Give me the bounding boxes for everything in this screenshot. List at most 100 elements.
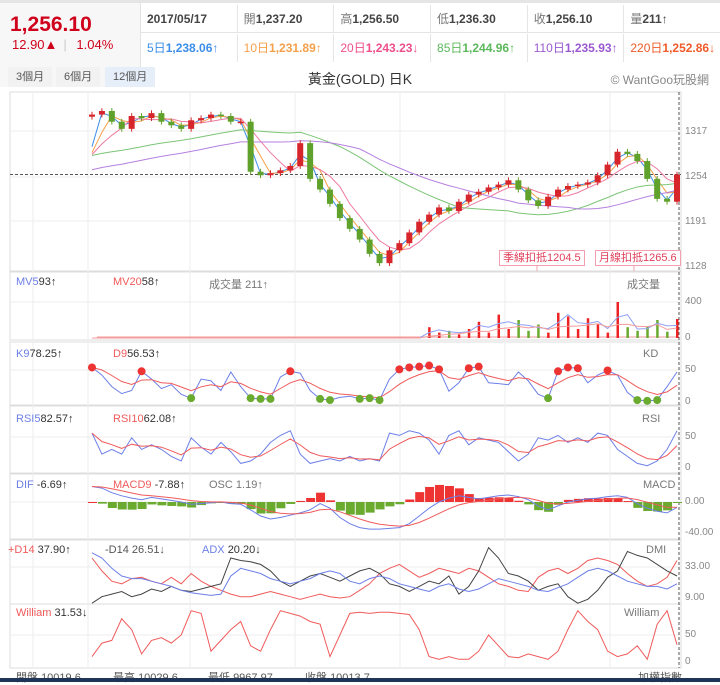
candle-body — [237, 121, 244, 124]
info-value: 1,256.10 — [545, 12, 593, 26]
info-value: 211↑ — [642, 12, 668, 26]
change-percent: 1.04% — [76, 37, 114, 52]
price-axis-label: 1191 — [685, 216, 707, 227]
candle-body — [168, 121, 175, 126]
chart-toolbar: 3個月 6個月 12個月 黃金(GOLD) 日K © WantGoo玩股網 — [5, 64, 715, 90]
volume-bar — [576, 329, 580, 338]
candle-body — [317, 178, 324, 190]
osc-bar — [306, 497, 316, 502]
candle-body — [564, 186, 571, 190]
candle-body — [307, 143, 314, 179]
candle-body — [247, 121, 254, 172]
dif-value: -6.69↑ — [36, 479, 68, 491]
oversold-dot — [256, 394, 265, 403]
ma-value: 1,238.06↑ — [165, 41, 219, 55]
volume-mv20-line — [92, 323, 678, 339]
osc-bar — [117, 502, 127, 510]
volume-bar — [636, 330, 639, 338]
candle-body — [505, 180, 512, 185]
osc-bar — [335, 502, 345, 511]
candle-body — [356, 228, 363, 240]
william-axis-label: 0 — [685, 656, 691, 667]
k-line — [91, 364, 678, 402]
macd-panel-name: MACD — [643, 479, 676, 491]
overbought-dot — [88, 363, 96, 372]
william-label: William — [16, 607, 52, 619]
mv5-value: 93↑ — [38, 276, 57, 288]
osc-bar — [494, 497, 504, 502]
ma-cell: 220日1,252.86↓ — [623, 34, 720, 62]
osc-bar — [355, 502, 365, 515]
candle-body — [287, 166, 294, 171]
mv20-legend: MV2058↑ — [113, 276, 160, 288]
candle-body — [207, 114, 214, 119]
ma-label: 20日 — [340, 41, 366, 55]
overbought-dot — [554, 367, 563, 376]
volume-bar — [586, 318, 590, 338]
macd9-label: MACD9 — [113, 479, 152, 491]
candle-body — [386, 250, 393, 264]
adx-label: ADX — [202, 544, 225, 556]
osc-label: OSC — [209, 479, 233, 491]
volume-bar — [517, 320, 520, 338]
tab-12-months[interactable]: 12個月 — [105, 67, 156, 87]
candle-body — [634, 153, 641, 161]
ma-label: 110日 — [533, 41, 565, 55]
price-axis-label: 1254 — [685, 171, 708, 182]
osc-bar — [137, 502, 147, 509]
chart-title: 黃金(GOLD) 日K — [307, 71, 413, 87]
k-label: K9 — [16, 348, 30, 360]
volume-value-legend: 成交量 211↑ — [209, 276, 268, 292]
index-name: 加權指數 — [638, 669, 682, 685]
osc-bar — [345, 502, 355, 515]
low-summary: 最低 9967.97 — [208, 669, 273, 685]
rsi-panel-name: RSI — [642, 413, 661, 425]
osc-bar — [554, 502, 564, 505]
mv20-value: 58↑ — [141, 276, 160, 288]
candle-body — [396, 243, 403, 251]
info-label: 收 — [533, 12, 546, 26]
candle-body — [465, 194, 472, 202]
osc-bar — [276, 502, 286, 509]
oversold-dot — [365, 394, 374, 403]
candle-body — [346, 218, 353, 229]
candle-body — [376, 253, 383, 264]
info-value: 1,236.30 — [449, 12, 496, 26]
candle-body — [555, 189, 562, 197]
tab-6-months[interactable]: 6個月 — [56, 67, 101, 87]
dif-legend: DIF -6.69↑ — [16, 479, 67, 491]
candle-body — [406, 232, 413, 244]
osc-bar — [177, 502, 187, 507]
candle-body — [654, 178, 661, 199]
osc-bar — [623, 501, 633, 503]
adx-line — [91, 552, 678, 596]
candle-body — [178, 125, 185, 129]
kd-axis-label: 0 — [685, 396, 691, 407]
tab-3-months[interactable]: 3個月 — [8, 67, 53, 87]
candle-body — [614, 151, 621, 165]
osc-legend: OSC 1.19↑ — [209, 479, 263, 491]
rsi10-value: 62.08↑ — [143, 413, 177, 425]
ma-cell: 20日1,243.23↓ — [333, 34, 430, 62]
rsi5-value: 82.57↑ — [40, 413, 74, 425]
osc-bar — [524, 502, 534, 505]
month-line-deduction-label: 月線扣抵1265.6 — [595, 250, 681, 266]
ma-cell: 110日1,235.93↑ — [526, 34, 624, 62]
candle-body — [98, 111, 105, 115]
info-cell: 低1,236.30 — [430, 5, 527, 32]
overbought-dot — [603, 366, 612, 375]
adx-value: 20.20↓ — [227, 544, 261, 556]
volume-bar — [606, 332, 610, 338]
dmi-axis-label: 33.00 — [685, 561, 711, 572]
overbought-dot — [395, 365, 404, 374]
k-legend: K978.25↑ — [16, 348, 63, 360]
candle-body — [217, 114, 224, 117]
candle-body — [475, 191, 482, 195]
moving-average-line-0 — [91, 112, 678, 260]
overbought-dot — [286, 367, 295, 376]
ma-label: 220日 — [630, 41, 663, 55]
volume-bar — [547, 332, 550, 338]
volume-axis-label: 400 — [685, 296, 702, 307]
osc-bar — [415, 492, 425, 502]
